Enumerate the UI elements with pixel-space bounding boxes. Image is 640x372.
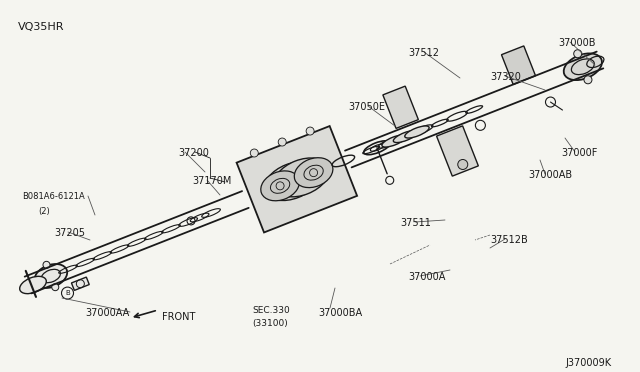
- Circle shape: [573, 50, 582, 58]
- Text: 37000B: 37000B: [558, 38, 595, 48]
- Text: 37170M: 37170M: [192, 176, 232, 186]
- Circle shape: [306, 127, 314, 135]
- Text: 37000F: 37000F: [561, 148, 597, 158]
- Text: VQ35HR: VQ35HR: [18, 22, 65, 32]
- Ellipse shape: [260, 171, 300, 201]
- Text: 37511: 37511: [400, 218, 431, 228]
- Ellipse shape: [294, 158, 333, 187]
- Text: 37000A: 37000A: [408, 272, 445, 282]
- Ellipse shape: [404, 126, 429, 138]
- Ellipse shape: [264, 162, 320, 201]
- Polygon shape: [237, 126, 357, 232]
- Polygon shape: [502, 46, 536, 84]
- Polygon shape: [383, 86, 419, 128]
- Ellipse shape: [35, 264, 67, 288]
- Circle shape: [43, 262, 50, 268]
- Polygon shape: [436, 126, 478, 176]
- Text: 37200: 37200: [178, 148, 209, 158]
- Ellipse shape: [274, 158, 329, 197]
- Text: 37512B: 37512B: [490, 235, 528, 245]
- Polygon shape: [72, 277, 89, 291]
- Text: 37320: 37320: [490, 72, 521, 82]
- Text: FRONT: FRONT: [162, 312, 195, 322]
- Text: B: B: [65, 290, 70, 296]
- Ellipse shape: [564, 54, 602, 80]
- Ellipse shape: [382, 135, 406, 147]
- Text: 37000AB: 37000AB: [528, 170, 572, 180]
- Circle shape: [278, 138, 286, 146]
- Ellipse shape: [20, 276, 46, 294]
- Text: 37205: 37205: [54, 228, 85, 238]
- Text: (33100): (33100): [252, 319, 288, 328]
- Text: 37000AA: 37000AA: [85, 308, 129, 318]
- Text: J370009K: J370009K: [565, 358, 611, 368]
- Text: 37000BA: 37000BA: [318, 308, 362, 318]
- Circle shape: [458, 160, 468, 170]
- Circle shape: [52, 284, 59, 291]
- Circle shape: [584, 76, 592, 84]
- Text: 37050E: 37050E: [348, 102, 385, 112]
- Text: SEC.330: SEC.330: [252, 306, 290, 315]
- Ellipse shape: [394, 131, 418, 142]
- Text: (2): (2): [38, 207, 50, 216]
- Text: 37512: 37512: [408, 48, 439, 58]
- Text: B081A6-6121A: B081A6-6121A: [22, 192, 84, 201]
- Circle shape: [250, 149, 259, 157]
